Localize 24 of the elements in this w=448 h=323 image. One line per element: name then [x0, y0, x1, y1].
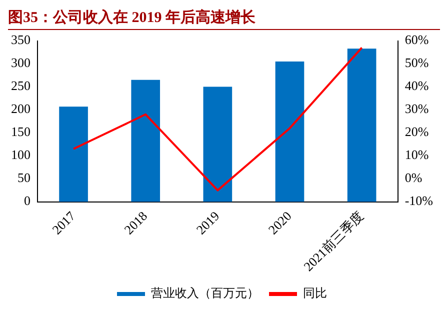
y-tick-label: 100 [11, 147, 30, 162]
bar [275, 62, 304, 202]
legend-label: 同比 [303, 286, 327, 300]
legend-label: 营业收入（百万元） [151, 286, 259, 300]
bar [131, 80, 160, 202]
y-tick-label: 50 [18, 170, 30, 186]
y2-tick-label: 30% [404, 101, 429, 116]
y-tick-label: 200 [11, 101, 30, 116]
y2-tick-label: -10% [404, 193, 434, 208]
chart-title: 图35：公司收入在 2019 年后高速增长 [8, 8, 440, 30]
y2-tick-label: 10% [404, 147, 429, 162]
y2-tick-label: 60% [404, 32, 429, 48]
y-tick-label: 350 [11, 32, 30, 48]
bar [59, 106, 88, 202]
y-tick-label: 300 [11, 55, 30, 70]
bar [203, 86, 232, 202]
bar [347, 48, 376, 202]
y-tick-label: 0 [24, 193, 30, 208]
y2-tick-label: 50% [404, 55, 429, 70]
y2-tick-label: 40% [404, 78, 429, 94]
y-tick-label: 150 [11, 124, 30, 140]
y2-tick-label: 20% [404, 124, 429, 140]
y-tick-label: 250 [11, 78, 30, 94]
y2-tick-label: 0% [404, 170, 422, 186]
